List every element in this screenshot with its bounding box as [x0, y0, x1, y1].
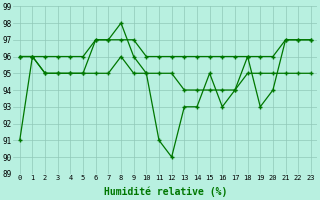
X-axis label: Humidité relative (%): Humidité relative (%): [104, 187, 227, 197]
